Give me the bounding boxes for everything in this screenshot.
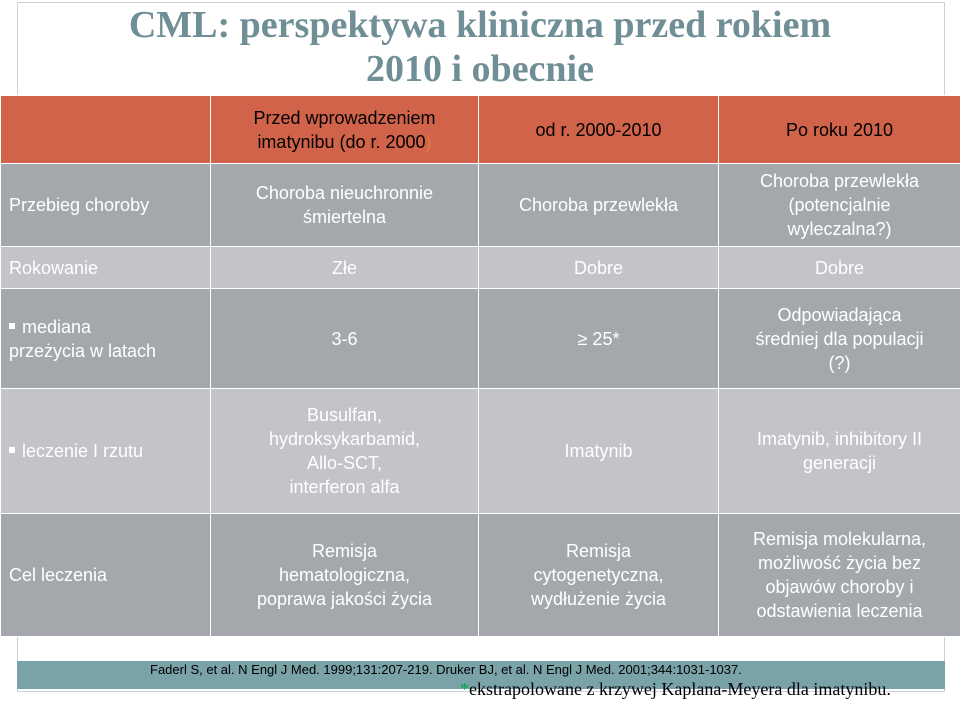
label-line: przeżycia w latach <box>9 340 157 361</box>
cell-line: wydłużenie życia <box>530 589 667 609</box>
table-cell: Odpowiadająca średniej dla populacji (?) <box>718 288 960 389</box>
header-col1-line2: imatynibu (do r. 2000 <box>257 131 426 152</box>
footnote-text: ekstrapolowane z krzywej Kaplana-Meyera … <box>469 679 891 699</box>
table-header-row: Przed wprowadzeniem imatynibu (do r. 200… <box>0 95 960 164</box>
footer-bar <box>17 661 945 689</box>
header-corner-cell <box>0 95 211 164</box>
cell-line: Imatynib, inhibitory II <box>756 429 923 449</box>
cell-line: Busulfan, <box>306 405 383 425</box>
cell-line: Remisja <box>565 541 631 561</box>
cell-line: Choroba nieuchronnie <box>255 183 434 203</box>
cell-line: Choroba przewlekła <box>759 171 920 191</box>
cell-line: (?) <box>828 352 851 373</box>
table-row: mediana przeżycia w latach 3-6 ≥ 25* Odp… <box>0 288 960 389</box>
cell-line: śmiertelna <box>302 207 387 227</box>
title-line-1: CML: perspektywa kliniczna przed rokiem <box>128 4 832 46</box>
header-col1-line2-wrap: imatynibu (do r. 2000) <box>217 130 472 154</box>
cell-line: średniej dla populacji <box>755 328 924 349</box>
header-col-after-2010: Po roku 2010 <box>718 95 960 164</box>
row-label-prognosis: Rokowanie <box>0 246 211 289</box>
cell-line: możliwość życia bez <box>757 553 922 573</box>
table-cell: Remisja molekularna, możliwość życia bez… <box>718 513 960 637</box>
row-label-median-survival: mediana przeżycia w latach <box>0 288 211 389</box>
table-cell: Choroba nieuchronnie śmiertelna <box>210 163 479 247</box>
label-line-wrap: mediana <box>9 315 204 339</box>
table-row: leczenie I rzutu Busulfan, hydroksykarba… <box>0 388 960 514</box>
cell-line: interferon alfa <box>289 477 400 497</box>
label-line: mediana <box>22 316 92 337</box>
table-cell: Imatynib, inhibitory II generacji <box>718 388 960 514</box>
header-col-before-imatinib: Przed wprowadzeniem imatynibu (do r. 200… <box>210 95 479 164</box>
row-label-treatment-goal: Cel leczenia <box>0 513 211 637</box>
cell-line: (potencjalnie <box>788 195 891 215</box>
table-cell: Choroba przewlekła <box>478 163 719 247</box>
cell-line: hematologiczna, <box>278 565 411 585</box>
table-cell: Dobre <box>718 246 960 289</box>
table-cell: Złe <box>210 246 479 289</box>
row-label-first-line-treatment: leczenie I rzutu <box>0 388 211 514</box>
table-row: Przebieg choroby Choroba nieuchronnie śm… <box>0 163 960 247</box>
header-col1-line1: Przed wprowadzeniem <box>253 107 436 128</box>
cell-line: Remisja molekularna, <box>752 529 927 549</box>
comparison-table: Przed wprowadzeniem imatynibu (do r. 200… <box>0 95 960 637</box>
table-cell: Remisja cytogenetyczna, wydłużenie życia <box>478 513 719 637</box>
table-row: Rokowanie Złe Dobre Dobre <box>0 246 960 289</box>
cell-line: cytogenetyczna, <box>533 565 664 585</box>
table-cell: Choroba przewlekła (potencjalnie wylecza… <box>718 163 960 247</box>
table-cell: Imatynib <box>478 388 719 514</box>
bullet-icon <box>9 322 15 329</box>
cell-line: objawów choroby i <box>765 577 914 597</box>
cell-line: poprawa jakości życia <box>256 589 433 609</box>
cell-line: odstawienia leczenia <box>756 601 923 621</box>
cell-line: generacji <box>802 453 877 473</box>
cell-line: Remisja <box>311 541 377 561</box>
title-line-2: 2010 i obecnie <box>366 48 594 90</box>
table-row: Cel leczenia Remisja hematologiczna, pop… <box>0 513 960 637</box>
header-col-2000-2010: od r. 2000-2010 <box>478 95 719 164</box>
cell-line: Odpowiadająca <box>777 304 902 325</box>
header-col1-paren: ) <box>425 131 432 152</box>
table-cell: Dobre <box>478 246 719 289</box>
footnote: *ekstrapolowane z krzywej Kaplana-Meyera… <box>460 678 891 700</box>
row-label-disease-course: Przebieg choroby <box>0 163 211 247</box>
bullet-icon <box>9 447 15 454</box>
table-cell: 3-6 <box>210 288 479 389</box>
references-text: Faderl S, et al. N Engl J Med. 1999;131:… <box>150 662 742 677</box>
label-text: leczenie I rzutu <box>22 441 144 461</box>
table-cell: Remisja hematologiczna, poprawa jakości … <box>210 513 479 637</box>
cell-line: Allo-SCT, <box>306 453 382 473</box>
table-cell: Busulfan, hydroksykarbamid, Allo-SCT, in… <box>210 388 479 514</box>
table-cell: ≥ 25* <box>478 288 719 389</box>
cell-line: hydroksykarbamid, <box>268 429 421 449</box>
cell-line: wyleczalna?) <box>787 219 892 239</box>
footnote-marker: * <box>460 679 469 699</box>
